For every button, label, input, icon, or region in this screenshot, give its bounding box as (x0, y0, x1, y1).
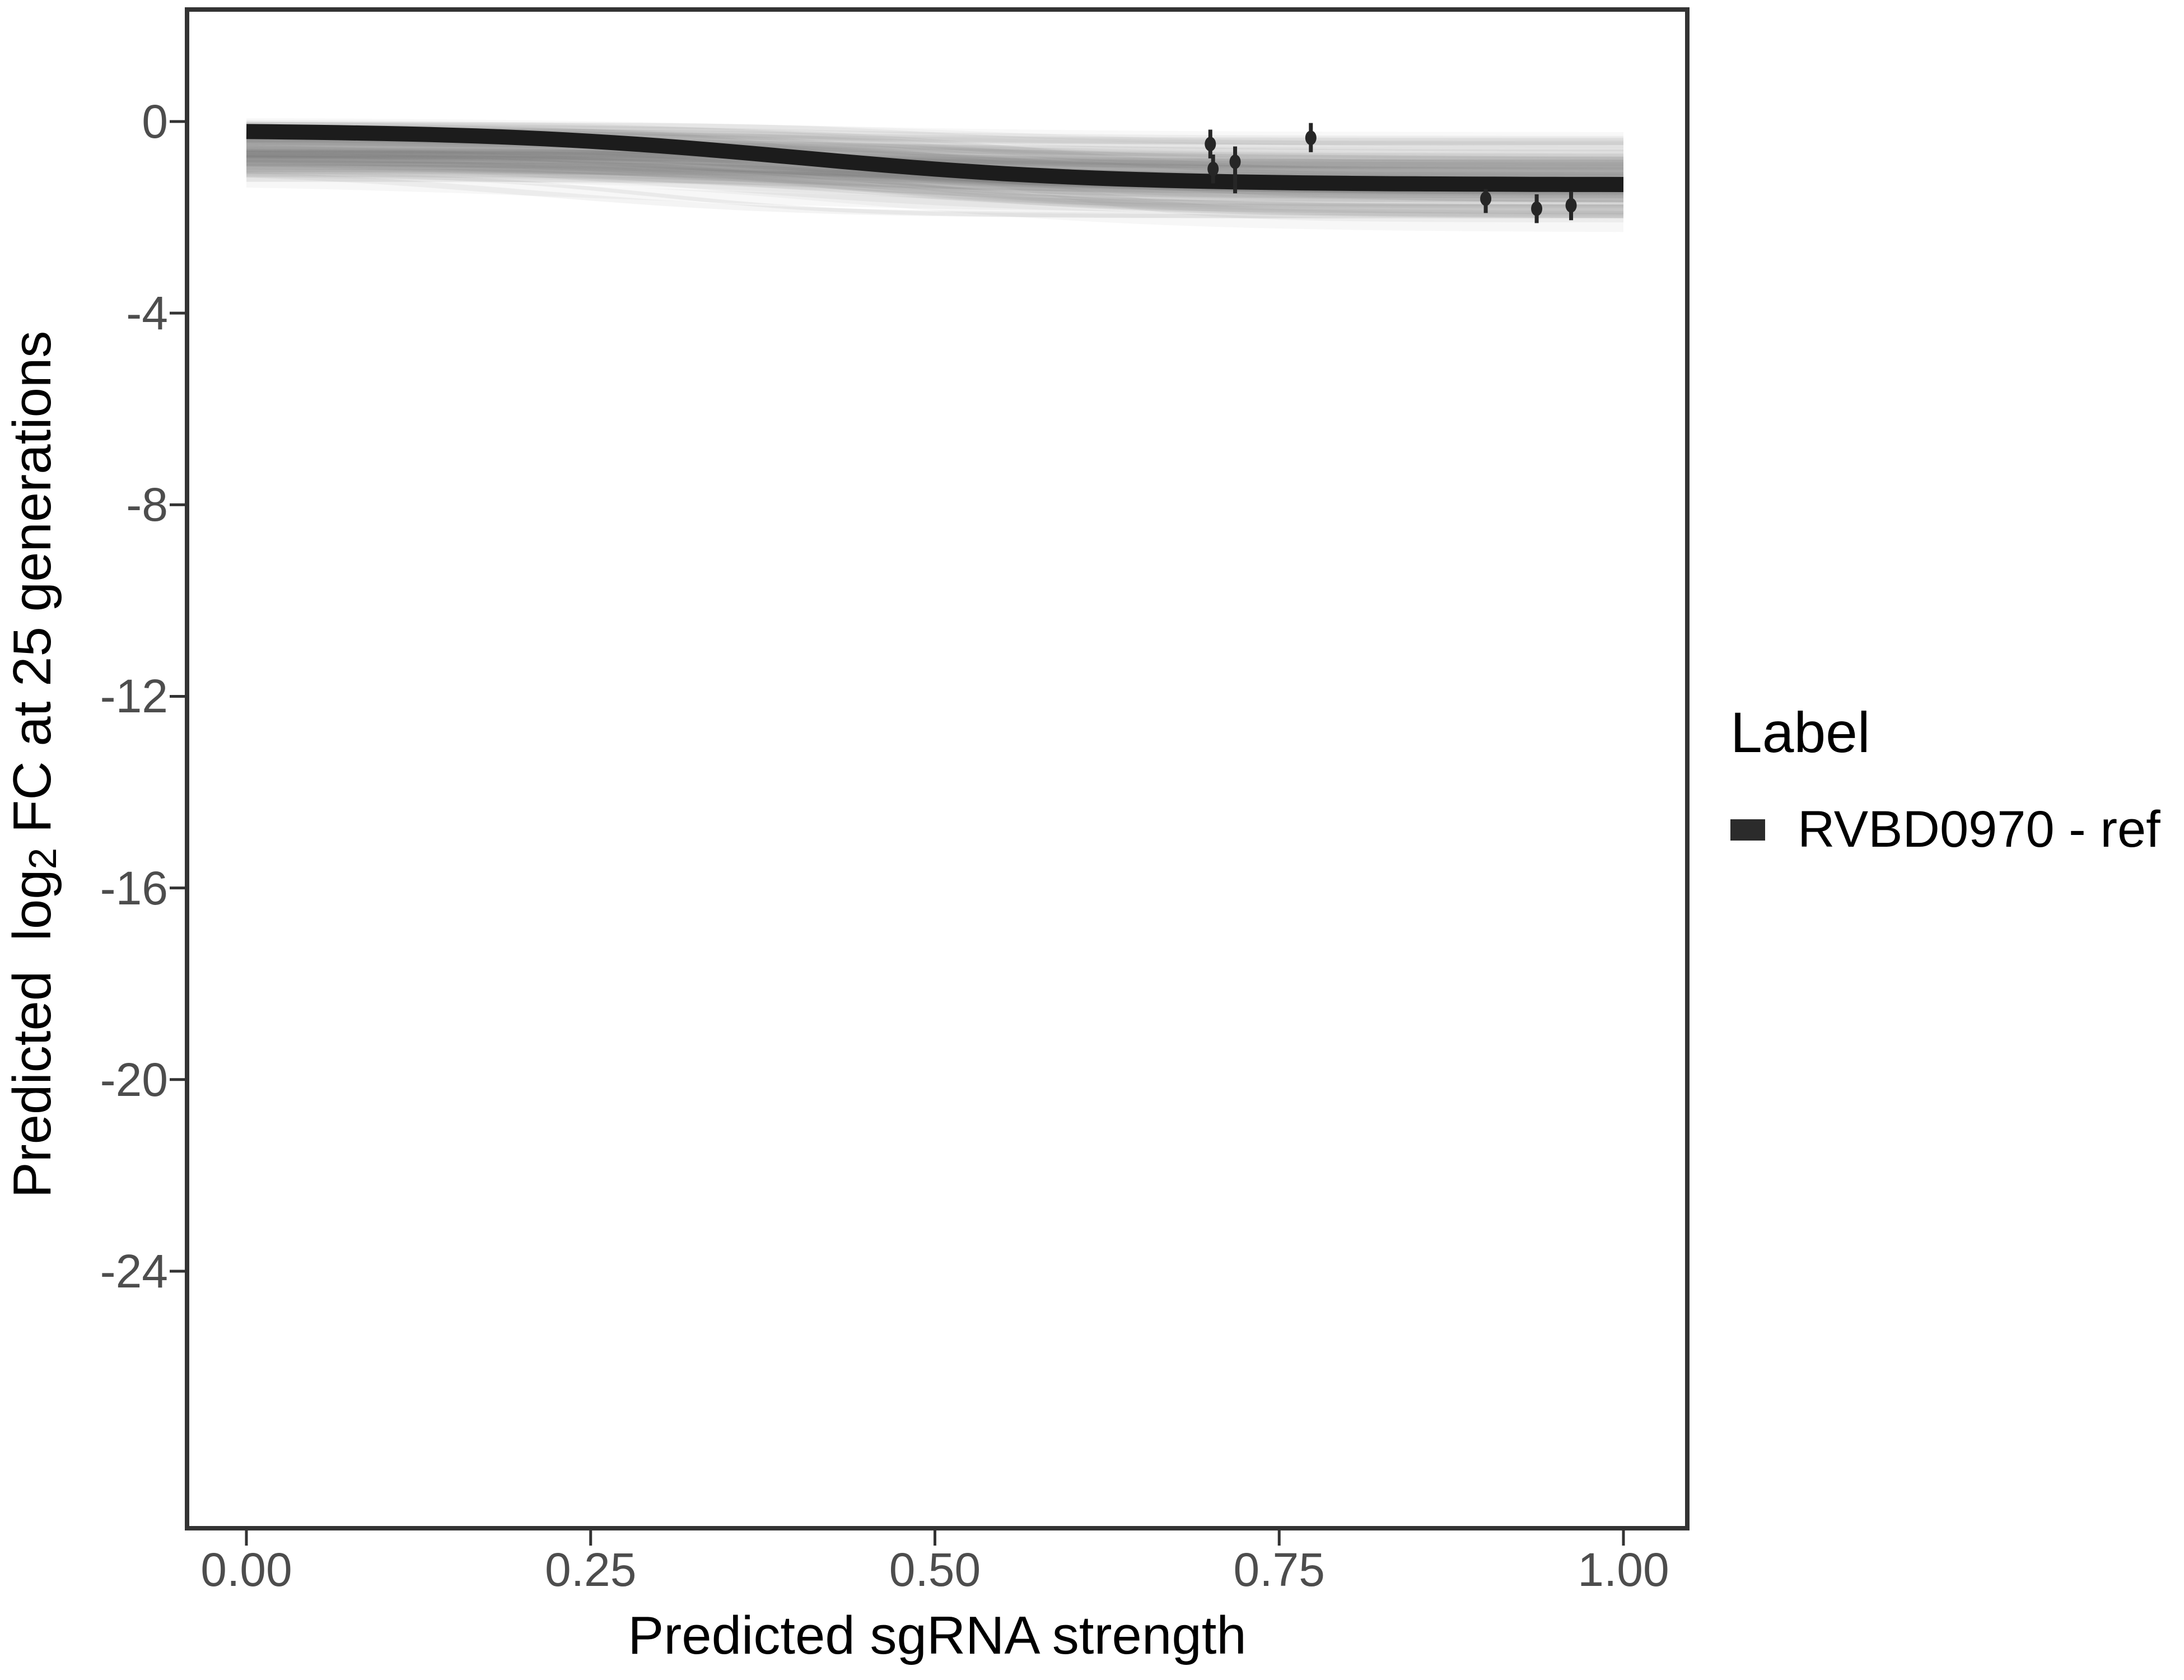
panel-border (185, 7, 1690, 1530)
axis-ticks (170, 120, 1625, 1546)
y-tick-label: -12 (100, 670, 168, 723)
legend-item: RVBD0970 - ref (1730, 800, 2160, 859)
x-tick-label: 0.75 (1233, 1543, 1326, 1596)
legend: Label RVBD0970 - ref (1730, 700, 2160, 859)
legend-item-label: RVBD0970 - ref (1798, 801, 2160, 858)
legend-title: Label (1730, 701, 1870, 764)
y-tick-label: -4 (126, 287, 168, 340)
y-axis-title-subscript: 2 (21, 847, 65, 870)
y-tick-label: 0 (142, 95, 168, 148)
x-tick-label: 0.25 (545, 1543, 637, 1596)
fitted-curve (246, 124, 1624, 192)
pointrange-markers (1205, 123, 1577, 223)
legend-key-line-swatch (1730, 819, 1765, 841)
y-tick-label: -16 (100, 861, 168, 914)
y-tick-label: -20 (100, 1053, 168, 1106)
y-tick-label: -24 (100, 1244, 168, 1298)
y-axis-title: Predicted log2 FC at 25 generations (2, 330, 65, 1198)
x-axis-title: Predicted sgRNA strength (628, 1606, 1247, 1665)
x-tick-label: 1.00 (1578, 1543, 1669, 1596)
y-axis-title-text: Predicted log (2, 869, 63, 1198)
y-tick-label: -8 (126, 478, 168, 531)
x-tick-label: 0.50 (889, 1543, 981, 1596)
x-tick-label: 0.00 (200, 1543, 292, 1596)
y-axis-title-text-tail: FC at 25 generations (2, 330, 63, 848)
